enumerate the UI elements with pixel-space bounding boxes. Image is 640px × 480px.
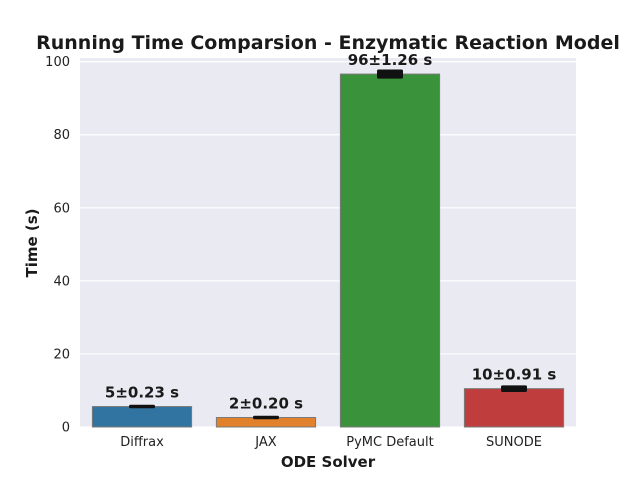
x-axis-label: ODE Solver	[281, 453, 376, 471]
x-tick-label: SUNODE	[486, 435, 542, 450]
plot-area	[80, 58, 576, 427]
error-bar	[377, 69, 403, 79]
error-bar	[129, 404, 155, 409]
chart-title: Running Time Comparsion - Enzymatic Reac…	[36, 32, 620, 54]
y-tick-label: 100	[45, 55, 70, 70]
data-label: 96±1.26 s	[348, 51, 433, 69]
y-tick-label: 20	[53, 347, 70, 362]
x-axis-ticks: Diffrax JAX PyMC Default SUNODE	[120, 435, 542, 450]
x-tick-label: PyMC Default	[346, 435, 433, 450]
x-tick-label: JAX	[254, 435, 276, 450]
error-bar	[253, 415, 279, 420]
bars	[91, 73, 565, 428]
error-bar	[501, 385, 527, 392]
y-tick-label: 60	[53, 201, 70, 216]
y-tick-label: 80	[53, 128, 70, 143]
y-tick-label: 0	[62, 421, 70, 436]
bar	[339, 73, 441, 428]
y-axis-ticks: 0 20 40 60 80 100	[45, 55, 70, 435]
bar	[91, 406, 193, 428]
data-label: 2±0.20 s	[229, 395, 303, 413]
error-bars	[129, 69, 527, 420]
y-tick-label: 40	[53, 274, 70, 289]
y-axis-label: Time (s)	[23, 208, 41, 277]
x-tick-label: Diffrax	[120, 435, 164, 450]
data-labels: 5±0.23 s 2±0.20 s 96±1.26 s 10±0.91 s	[105, 51, 556, 412]
data-label: 5±0.23 s	[105, 384, 179, 402]
data-label: 10±0.91 s	[472, 366, 557, 384]
bar	[463, 388, 565, 428]
